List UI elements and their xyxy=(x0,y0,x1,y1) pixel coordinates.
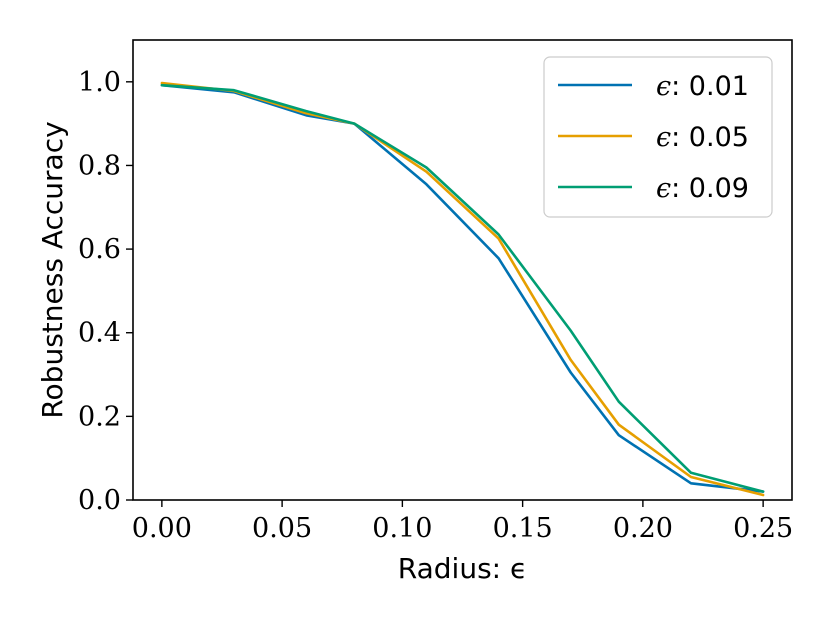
series-line xyxy=(160,83,765,493)
y-tick-label: 0.8 xyxy=(78,150,121,181)
legend-label: ϵ: 0.01 xyxy=(656,71,749,102)
y-tick-label: 1.0 xyxy=(78,67,121,98)
x-axis-title: Radius: ϵ xyxy=(398,552,527,585)
y-tick-label: 0.2 xyxy=(78,401,121,432)
series-line xyxy=(160,83,765,493)
plot-lines xyxy=(160,81,765,497)
x-tick-label: 0.15 xyxy=(493,513,553,544)
x-tick-label: 0.20 xyxy=(613,513,673,544)
legend-box xyxy=(543,56,773,218)
y-axis-title: Robustness Accuracy xyxy=(36,121,69,418)
y-tick-label: 0.6 xyxy=(78,234,121,265)
y-tick-label: 0.0 xyxy=(78,485,121,516)
y-axis: 0.0 0.2 0.4 0.6 0.8 1.0 xyxy=(78,67,133,516)
x-tick-label: 0.25 xyxy=(733,513,793,544)
x-axis: 0.00 0.05 0.10 0.15 0.20 0.25 xyxy=(132,500,793,544)
legend-label: ϵ: 0.09 xyxy=(656,173,749,204)
legend: ϵ: 0.01 ϵ: 0.05 ϵ: 0.09 xyxy=(543,56,773,218)
x-tick-label: 0.00 xyxy=(132,513,192,544)
legend-label: ϵ: 0.05 xyxy=(656,122,749,153)
y-tick-label: 0.4 xyxy=(78,318,121,349)
plot-frame xyxy=(132,39,793,501)
series-line xyxy=(160,81,765,497)
x-tick-label: 0.05 xyxy=(252,513,312,544)
x-tick-label: 0.10 xyxy=(372,513,432,544)
